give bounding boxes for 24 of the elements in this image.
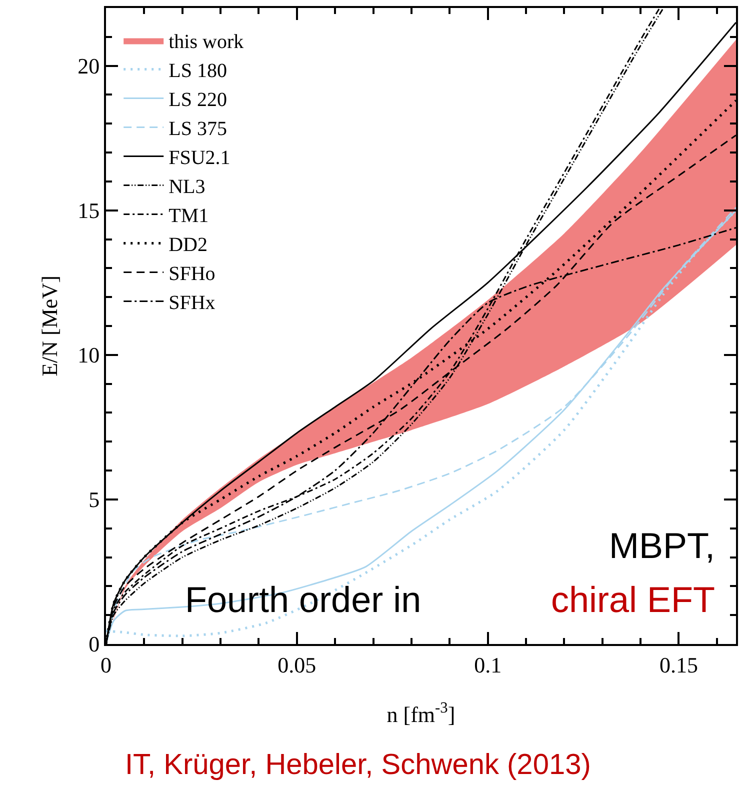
y-tick-label: 20 xyxy=(78,54,100,79)
legend-label: TM1 xyxy=(168,205,209,228)
text: IT, Krüger, Hebeler, Schwenk (2013) xyxy=(125,749,591,781)
x-tick-label: 0.1 xyxy=(474,652,502,678)
legend-label: LS 375 xyxy=(168,118,227,140)
annotation: Fourth order in xyxy=(185,579,422,620)
x-tick-label: 0.05 xyxy=(278,652,316,678)
legend-label: SFHo xyxy=(168,263,216,286)
x-tick-label: 0.15 xyxy=(659,652,698,678)
legend-label: NL3 xyxy=(168,176,206,198)
legend-label: LS 180 xyxy=(168,60,227,82)
annotation: chiral EFT xyxy=(551,579,716,620)
legend-label: SFHx xyxy=(168,292,216,314)
y-tick-label: 5 xyxy=(88,487,100,512)
legend-label: LS 220 xyxy=(168,89,227,112)
y-tick-label: 0 xyxy=(88,632,100,657)
x-axis-title: n [fm$^{-3}$] xyxy=(386,700,456,727)
legend-label: FSU2.1 xyxy=(168,147,230,170)
annotation: MBPT, xyxy=(609,525,716,566)
y-tick-label: 15 xyxy=(78,198,100,224)
y-tick-label: 10 xyxy=(78,342,100,368)
y-axis-title: E/N [MeV] xyxy=(36,276,62,376)
legend-label: this work xyxy=(168,31,244,54)
legend-label: DD2 xyxy=(168,234,208,256)
